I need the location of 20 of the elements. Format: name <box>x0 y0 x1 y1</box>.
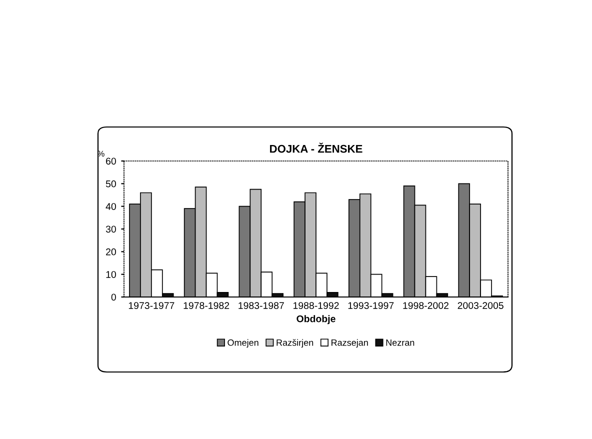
y-tick-label: 40 <box>106 203 116 210</box>
x-tick-label: 1998-2002 <box>403 302 448 309</box>
x-tick-label: 1993-1997 <box>348 302 394 309</box>
legend-label: Nezran <box>386 340 414 346</box>
y-tick-label: 60 <box>106 158 116 165</box>
x-tick-label: 1978-1982 <box>184 302 230 309</box>
x-tick-label: 2003-2005 <box>458 302 504 309</box>
x-tick-label: 1973-1977 <box>128 302 174 309</box>
x-tick-label: 1988-1992 <box>293 302 339 309</box>
legend-label: Razširjen <box>276 339 314 348</box>
chart-title: DOJKA - ŽENSKE <box>270 142 362 153</box>
y-tick-label: 0 <box>111 294 116 301</box>
y-tick-label: 20 <box>106 248 116 256</box>
y-tick-label: 50 <box>106 180 116 188</box>
legend-label: Omejen <box>228 339 258 348</box>
y-tick-label: 10 <box>106 271 116 278</box>
x-tick-label: 1983-1987 <box>238 302 284 309</box>
legend-label: Razsejan <box>332 339 368 348</box>
y-tick-label: 30 <box>106 226 116 233</box>
x-axis-title: Obdobje <box>296 315 336 324</box>
